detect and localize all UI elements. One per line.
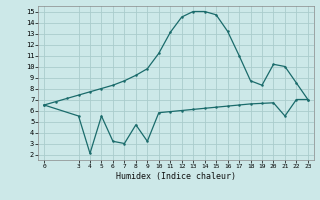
X-axis label: Humidex (Indice chaleur): Humidex (Indice chaleur) bbox=[116, 172, 236, 181]
